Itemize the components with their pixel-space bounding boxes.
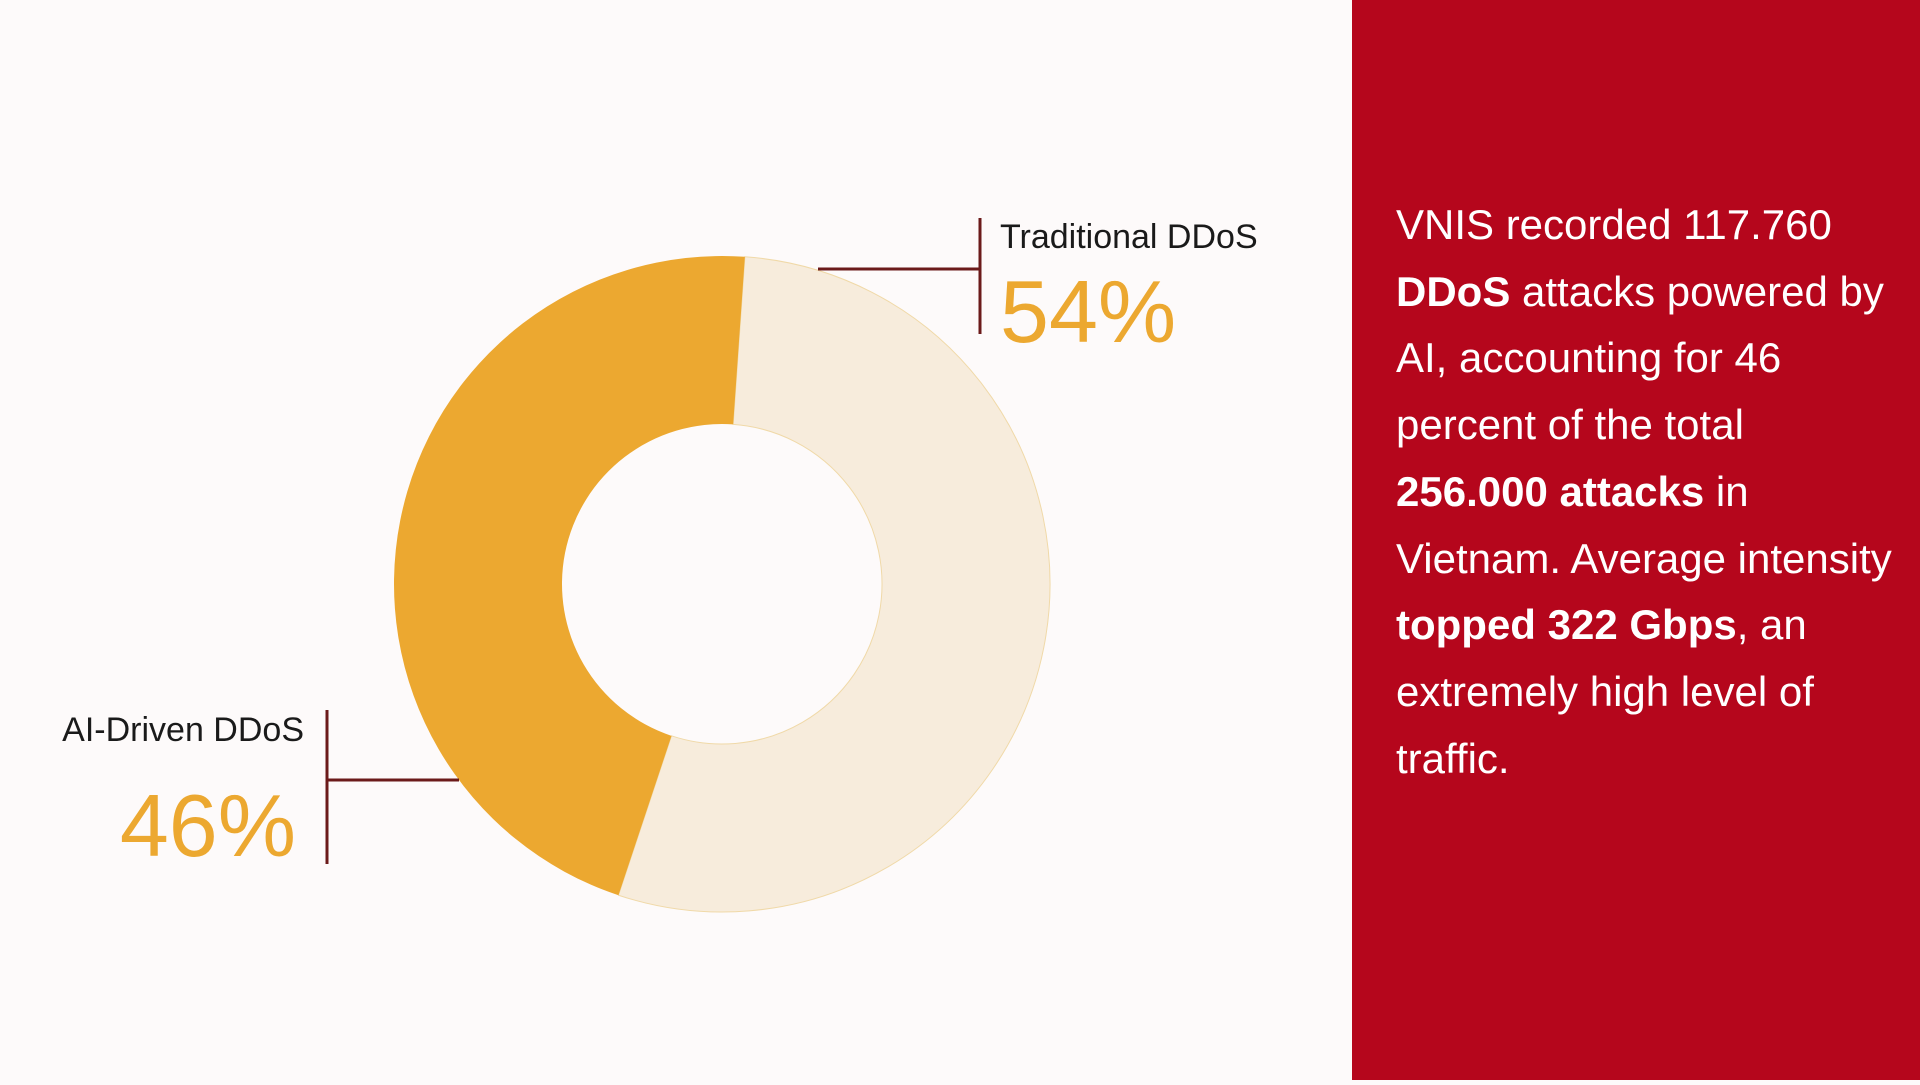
- summary-segment: VNIS recorded 117.760: [1396, 201, 1832, 248]
- label-ai-driven: AI-Driven DDoS: [62, 711, 304, 749]
- summary-panel: VNIS recorded 117.760 DDoS attacks power…: [1352, 0, 1920, 1080]
- donut-slice-traditional-ddos: [617, 256, 1051, 913]
- summary-segment: , an extremely high level of traffic.: [1396, 601, 1814, 782]
- pct-ai-driven: 46%: [119, 776, 296, 875]
- summary-highlight: DDoS: [1396, 267, 1511, 315]
- summary-segment: in Vietnam. Average intensity: [1396, 467, 1892, 582]
- pct-traditional: 54%: [1000, 262, 1177, 361]
- donut-svg: [325, 218, 1051, 913]
- summary-highlight: topped 322 Gbps: [1396, 601, 1737, 649]
- donut-chart: Traditional DDoS 54% AI-Driven DDoS 46%: [62, 218, 1258, 913]
- summary-highlight: 256.000 attacks: [1396, 467, 1705, 515]
- summary-segment: attacks powered by AI, accounting for 46…: [1396, 267, 1884, 449]
- label-traditional: Traditional DDoS: [1000, 218, 1258, 256]
- summary-text: VNIS recorded 117.760 DDoS attacks power…: [1396, 192, 1896, 792]
- donut-slice-ai-driven-ddos: [394, 256, 745, 896]
